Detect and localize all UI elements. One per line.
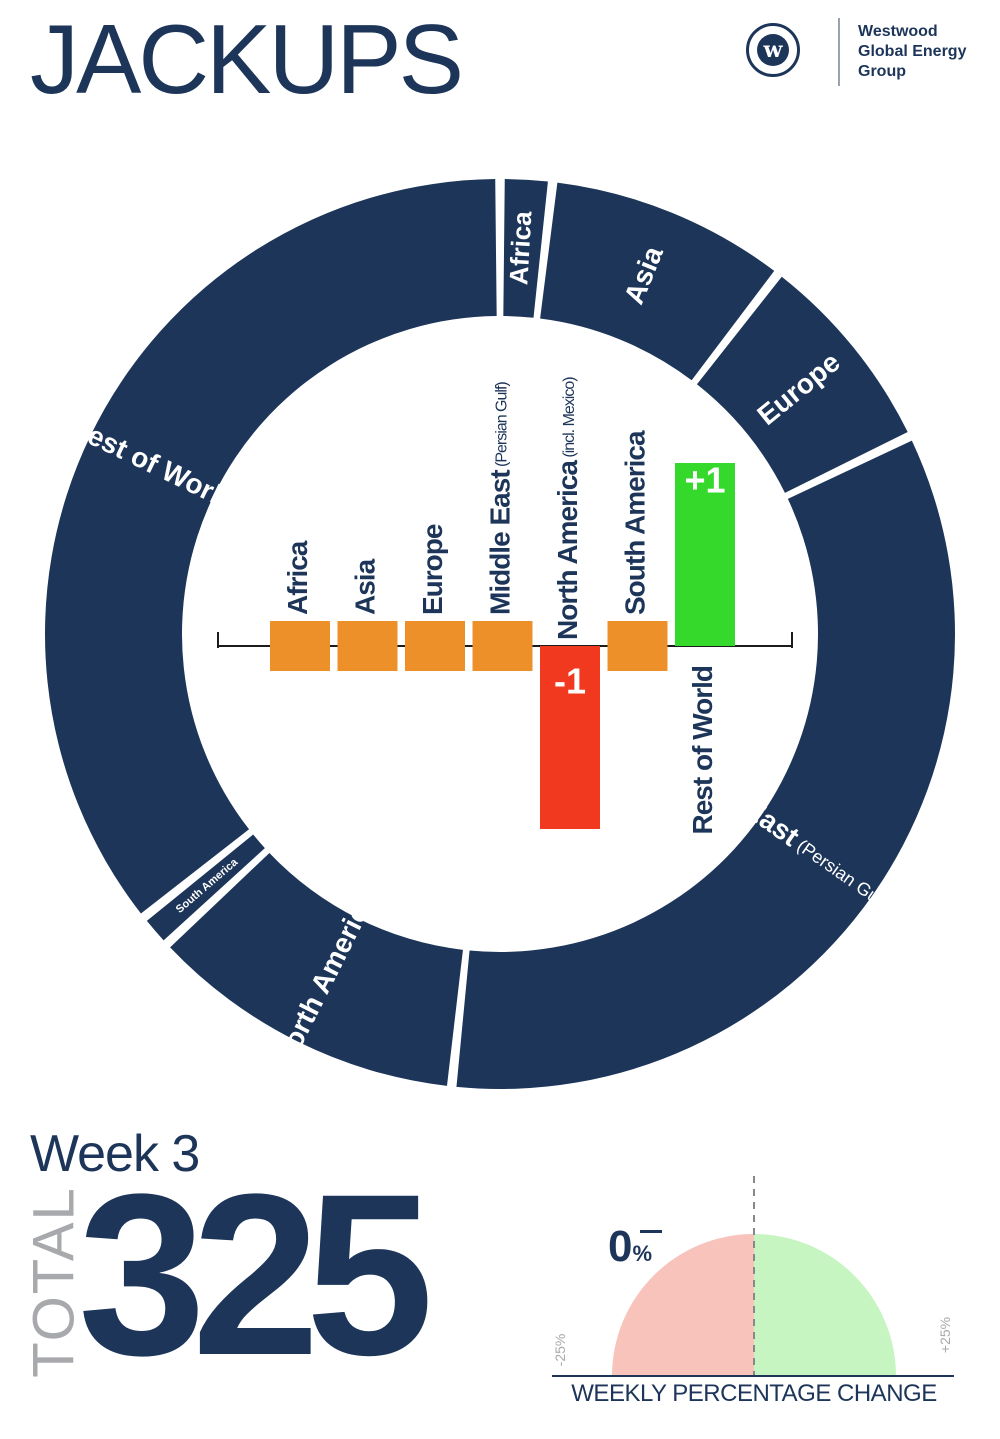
brand-line-2: Global Energy (858, 43, 967, 60)
weekly-change-value: 0% (608, 1222, 652, 1272)
bar-label-main: Middle East (485, 470, 516, 615)
week-label: Week 3 (30, 1125, 200, 1183)
bar-label-asia: Asia (350, 558, 381, 615)
gauge-min-label: -25% (552, 1333, 568, 1367)
bar-label-africa: Africa (282, 540, 313, 615)
page-title: JACKUPS (30, 4, 464, 114)
bar-rest-of-world (675, 463, 735, 646)
regional-chart: Africa Asia Europe Middle East (Persian Gul… (44, 179, 956, 1090)
gauge-positive-half (754, 1234, 896, 1376)
donut-slice-middle-east (456, 440, 956, 1090)
bar-label-sub: (Persian Gulf) (494, 382, 511, 471)
bar-label-sub: (incl. Mexico) (561, 377, 578, 461)
bar-label-rest-of-world: Rest of World (687, 666, 718, 834)
logo-letter: w (757, 34, 789, 66)
bar-value-label-north-america: -1 (554, 661, 586, 702)
bar-middle-east (472, 621, 533, 671)
gauge-negative-half (612, 1234, 754, 1376)
weekly-change-number: 0 (608, 1222, 633, 1271)
bar-europe (405, 621, 465, 671)
donut-slice-south-america (146, 834, 265, 941)
bar-label-europe: Europe (417, 524, 448, 615)
bar-label-main: Asia (350, 558, 381, 615)
donut-slice-north-america (170, 852, 463, 1086)
logo-mark: w (746, 23, 800, 77)
bar-north-america (540, 646, 600, 829)
donut-slice-europe (696, 276, 908, 493)
bar-label-middle-east: Middle East (Persian Gulf) (485, 382, 516, 615)
donut-slice-africa (503, 179, 548, 318)
bar-south-america (607, 621, 668, 671)
bar-value-label-rest-of-world: +1 (684, 460, 725, 501)
gauge-caption: WEEKLY PERCENTAGE CHANGE (571, 1380, 937, 1407)
westwood-logo: w Westwood Global Energy Group (742, 18, 992, 88)
bar-label-main: Europe (417, 524, 448, 615)
total-value: 325 (78, 1146, 434, 1403)
bar-label-south-america: South America (620, 430, 651, 615)
bar-label-north-america: North America (incl. Mexico) (552, 377, 583, 640)
donut-label-main: Africa (503, 210, 537, 286)
bar-label-main: Rest of World (687, 666, 718, 834)
bar-asia (337, 621, 398, 671)
donut-slice-rest-of-world (44, 179, 497, 914)
gauge-max-label: +25% (937, 1316, 953, 1354)
weekly-change-unit: % (632, 1241, 653, 1266)
bar-label-main: North America (552, 460, 583, 640)
logo-divider (838, 18, 840, 86)
bar-africa (270, 621, 330, 671)
brand-line-3: Group (858, 63, 906, 80)
brand-name: Westwood Global Energy Group (858, 22, 992, 82)
brand-line-1: Westwood (858, 23, 938, 40)
bar-label-main: Africa (282, 540, 313, 615)
donut-slice-asia (540, 182, 775, 381)
weekly-change-bar-chart: Africa Asia Europe Middle East (Persian Gul… (217, 377, 793, 834)
donut-label-africa: Africa (503, 210, 537, 286)
no-change-dash (640, 1230, 662, 1233)
bar-label-main: South America (620, 430, 651, 615)
weekly-change-gauge (552, 1176, 954, 1377)
